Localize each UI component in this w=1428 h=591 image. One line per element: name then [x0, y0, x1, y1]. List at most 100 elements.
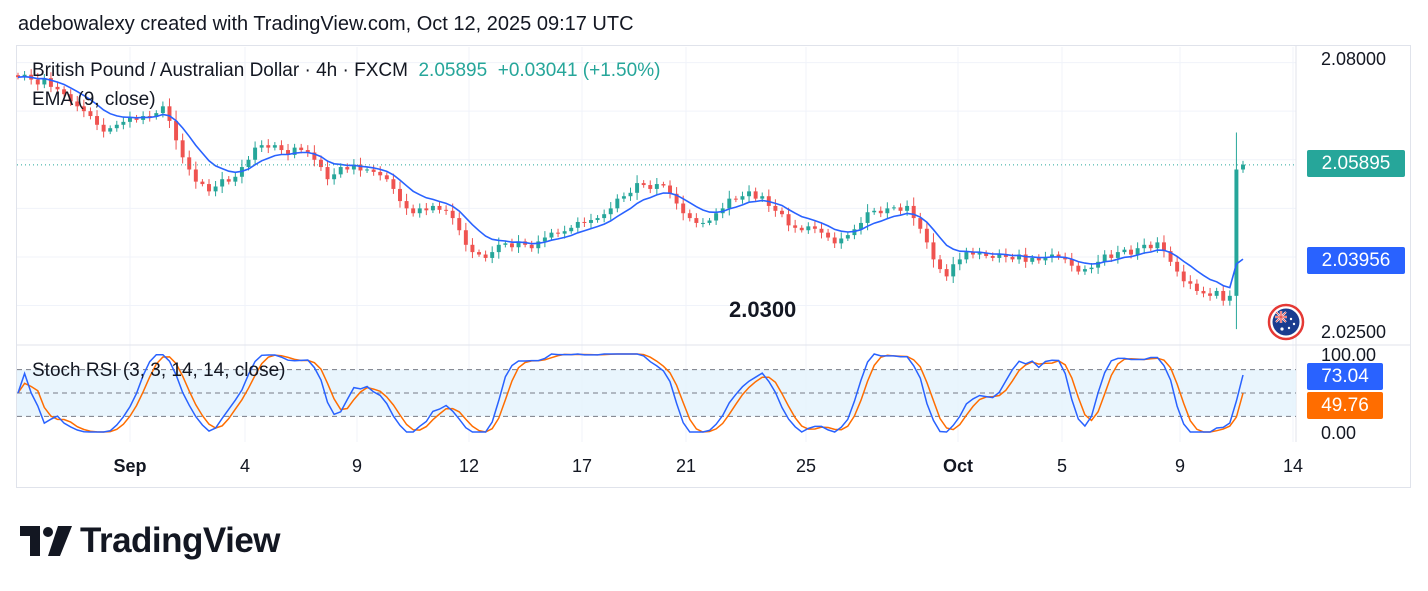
candle-body — [503, 243, 508, 245]
candle-body — [450, 210, 455, 219]
candle-body — [411, 208, 416, 214]
candle-body — [1115, 252, 1120, 258]
candle-body — [42, 78, 47, 85]
candle-body — [292, 147, 297, 155]
time-axis-label: 5 — [1056, 456, 1068, 476]
stoch-rsi-legend[interactable]: Stoch RSI (3, 3, 14, 14, close) — [32, 360, 286, 381]
candle-body — [398, 188, 402, 202]
candle-body — [780, 210, 784, 215]
stoch-axis-label-bottom: 0.00 — [1321, 423, 1357, 443]
candle-body — [496, 244, 501, 253]
candle-body — [891, 207, 896, 209]
candle-body — [134, 117, 139, 120]
candle-body — [220, 179, 225, 187]
tradingview-logo-text: TradingView — [80, 521, 281, 560]
candle-body — [233, 176, 238, 182]
candle-body — [806, 226, 811, 231]
candle-body — [694, 218, 699, 223]
chart-frame — [16, 45, 1411, 488]
candle-body — [924, 228, 929, 243]
candle-body — [207, 184, 211, 192]
time-axis-label: Sep — [113, 456, 147, 476]
candle-body — [1069, 259, 1074, 266]
candle-body — [595, 218, 600, 221]
candle-body — [905, 205, 910, 211]
candle-body — [35, 79, 40, 85]
symbol-legend[interactable]: British Pound / Australian Dollar · 4h ·… — [32, 60, 660, 82]
candle-body — [1221, 290, 1226, 301]
candle-body — [641, 183, 646, 186]
candle-body — [154, 113, 159, 118]
candle-body — [279, 145, 284, 151]
candle-body — [95, 116, 100, 125]
candle-body — [1155, 242, 1160, 249]
candle-body — [16, 75, 20, 78]
candle-body — [167, 106, 172, 121]
candle-body — [687, 213, 692, 219]
candle-body — [1017, 254, 1022, 260]
candle-body — [826, 232, 831, 238]
candle-body — [918, 218, 923, 229]
candle-body — [938, 259, 943, 270]
candle-body — [55, 86, 60, 90]
candle-body — [536, 241, 541, 249]
candle-body — [733, 198, 738, 200]
candle-body — [62, 89, 67, 95]
candle-body — [226, 179, 231, 182]
candle-body — [812, 226, 817, 229]
candle-body — [1194, 283, 1199, 291]
candle-body — [160, 106, 165, 114]
candle-body — [793, 225, 798, 228]
candle-body — [865, 212, 870, 223]
candle-body — [404, 201, 409, 209]
candle-body — [332, 174, 337, 180]
candle-body — [845, 235, 850, 239]
last-price-tag: 2.05895 — [1307, 150, 1405, 177]
candle-body — [549, 232, 554, 238]
candle-body — [931, 242, 936, 260]
candle-body — [1003, 254, 1008, 257]
candle-body — [1122, 249, 1127, 253]
candle-body — [259, 145, 264, 148]
candle-body — [470, 244, 475, 253]
candle-body — [437, 205, 442, 210]
candle-body — [911, 205, 916, 219]
candle-body — [490, 252, 495, 258]
candle-body — [819, 228, 824, 233]
candle-body — [1201, 290, 1206, 294]
candle-body — [727, 198, 732, 209]
candle-body — [990, 255, 995, 258]
candle-body — [951, 264, 956, 277]
candle-body — [1135, 248, 1140, 255]
candle-body — [668, 185, 672, 194]
candle-body — [509, 243, 514, 248]
candle-body — [859, 222, 863, 230]
candle-body — [246, 159, 251, 168]
candle-body — [957, 259, 962, 265]
candle-body — [661, 184, 666, 186]
candle-body — [1102, 254, 1107, 262]
time-axis-label: Oct — [942, 456, 974, 476]
candle-body — [174, 120, 179, 141]
candle-body — [68, 94, 73, 102]
candle-body — [1023, 254, 1028, 262]
candle-body — [345, 167, 350, 170]
candle-body — [608, 208, 613, 215]
australia-flag-icon[interactable] — [1267, 303, 1305, 346]
candle-body — [1056, 254, 1061, 257]
candle-body — [213, 186, 218, 192]
candle-body — [556, 232, 561, 234]
candle-body — [444, 209, 449, 211]
tradingview-logo[interactable]: TradingView — [20, 521, 281, 561]
candle-body — [147, 116, 152, 118]
candle-body — [589, 220, 593, 223]
candle-body — [628, 192, 633, 197]
candle-body — [318, 159, 323, 168]
candle-body — [121, 121, 126, 125]
symbol-title: British Pound / Australian Dollar · 4h ·… — [32, 60, 408, 81]
ema-legend[interactable]: EMA (9, close) — [32, 89, 156, 110]
candle-body — [463, 230, 468, 245]
candle-body — [575, 221, 580, 228]
candle-body — [1208, 293, 1213, 296]
